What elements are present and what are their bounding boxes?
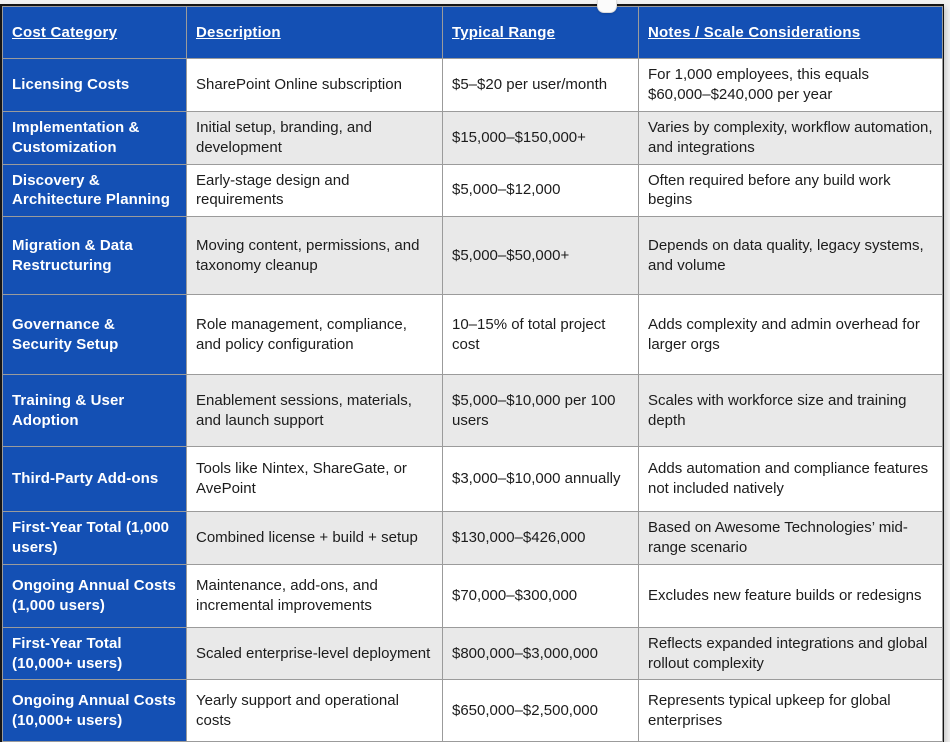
cell-range: $130,000–$426,000: [442, 511, 639, 565]
cell-description: Maintenance, add-ons, and incremental im…: [186, 563, 443, 628]
cell-description: Yearly support and operational costs: [186, 679, 443, 742]
cell-description: Enablement sessions, materials, and laun…: [186, 374, 443, 448]
cell-description: SharePoint Online subscription: [186, 58, 443, 112]
table-header: Cost Category Description Typical Range …: [2, 6, 943, 59]
cell-description: Combined license + build + setup: [186, 511, 443, 565]
cell-notes: Scales with workforce size and training …: [638, 374, 943, 448]
cell-category: Training & User Adoption: [2, 374, 187, 448]
cell-description: Early-stage design and requirements: [186, 163, 443, 218]
table-body: Licensing Costs SharePoint Online subscr…: [2, 58, 943, 742]
cell-range: $3,000–$10,000 annually: [442, 446, 639, 513]
cell-notes: Reflects expanded integrations and globa…: [638, 626, 943, 681]
table-row: Licensing Costs SharePoint Online subscr…: [2, 58, 943, 112]
cell-description: Moving content, permissions, and taxonom…: [186, 216, 443, 296]
cell-category: Migration & Data Restructuring: [2, 216, 187, 296]
cell-notes: Adds complexity and admin overhead for l…: [638, 294, 943, 376]
cell-category: Implementation & Customization: [2, 110, 187, 165]
cell-range: 10–15% of total project cost: [442, 294, 639, 376]
cell-description: Tools like Nintex, ShareGate, or AvePoin…: [186, 446, 443, 513]
cost-comparison-table-container: Cost Category Description Typical Range …: [0, 4, 944, 742]
column-header-typical-range[interactable]: Typical Range: [442, 6, 639, 59]
table-row: Migration & Data Restructuring Moving co…: [2, 216, 943, 296]
cell-notes: Adds automation and compliance features …: [638, 446, 943, 513]
cell-category: Ongoing Annual Costs (1,000 users): [2, 563, 187, 628]
cell-range: $70,000–$300,000: [442, 563, 639, 628]
cell-range: $800,000–$3,000,000: [442, 626, 639, 681]
cell-range: $650,000–$2,500,000: [442, 679, 639, 742]
cell-range: $5,000–$10,000 per 100 users: [442, 374, 639, 448]
table-row: Third-Party Add-ons Tools like Nintex, S…: [2, 446, 943, 513]
cell-description: Initial setup, branding, and development: [186, 110, 443, 165]
top-tab-handle: [597, 0, 617, 13]
cell-category: Licensing Costs: [2, 58, 187, 112]
column-header-notes[interactable]: Notes / Scale Considerations: [638, 6, 943, 59]
column-header-cost-category[interactable]: Cost Category: [2, 6, 187, 59]
cell-notes: Depends on data quality, legacy systems,…: [638, 216, 943, 296]
cell-notes: Often required before any build work beg…: [638, 163, 943, 218]
cell-category: Third-Party Add-ons: [2, 446, 187, 513]
header-row: Cost Category Description Typical Range …: [2, 6, 943, 59]
cell-notes: Represents typical upkeep for global ent…: [638, 679, 943, 742]
cell-range: $15,000–$150,000+: [442, 110, 639, 165]
table-row: Ongoing Annual Costs (10,000+ users) Yea…: [2, 679, 943, 742]
table-row: Governance & Security Setup Role managem…: [2, 294, 943, 376]
cell-category: First-Year Total (1,000 users): [2, 511, 187, 565]
cell-range: $5,000–$12,000: [442, 163, 639, 218]
table-row: Ongoing Annual Costs (1,000 users) Maint…: [2, 563, 943, 628]
cell-notes: For 1,000 employees, this equals $60,000…: [638, 58, 943, 112]
cell-description: Scaled enterprise-level deployment: [186, 626, 443, 681]
cell-category: Ongoing Annual Costs (10,000+ users): [2, 679, 187, 742]
cell-notes: Excludes new feature builds or redesigns: [638, 563, 943, 628]
cell-notes: Varies by complexity, workflow automatio…: [638, 110, 943, 165]
table-row: Training & User Adoption Enablement sess…: [2, 374, 943, 448]
cell-description: Role management, compliance, and policy …: [186, 294, 443, 376]
table-row: First-Year Total (1,000 users) Combined …: [2, 511, 943, 565]
cell-notes: Based on Awesome Technologies’ mid-range…: [638, 511, 943, 565]
cell-range: $5,000–$50,000+: [442, 216, 639, 296]
cell-category: Governance & Security Setup: [2, 294, 187, 376]
column-header-description[interactable]: Description: [186, 6, 443, 59]
cost-comparison-table: Cost Category Description Typical Range …: [2, 6, 943, 742]
table-row: Discovery & Architecture Planning Early-…: [2, 163, 943, 218]
table-row: First-Year Total (10,000+ users) Scaled …: [2, 626, 943, 681]
table-row: Implementation & Customization Initial s…: [2, 110, 943, 165]
cell-category: Discovery & Architecture Planning: [2, 163, 187, 218]
cell-category: First-Year Total (10,000+ users): [2, 626, 187, 681]
cell-range: $5–$20 per user/month: [442, 58, 639, 112]
